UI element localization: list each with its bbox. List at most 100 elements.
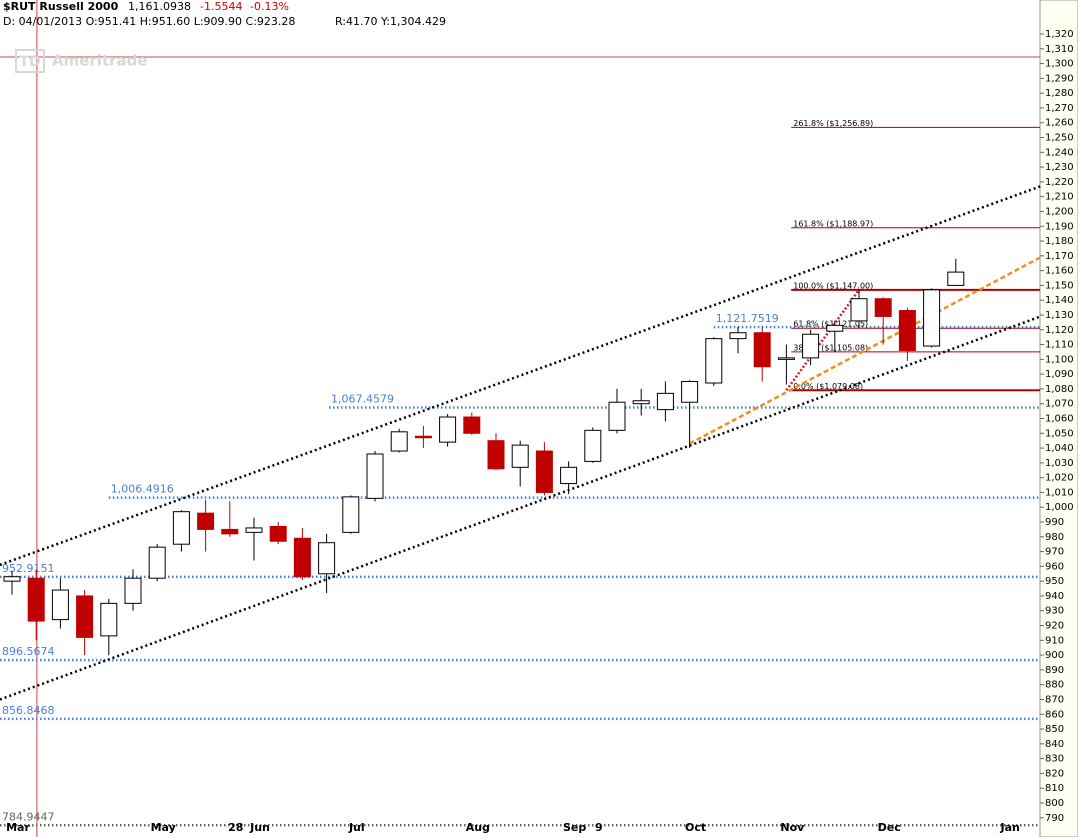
fib-label: 38.2% ($1,105.08) bbox=[793, 343, 868, 352]
candle-body bbox=[535, 450, 553, 493]
y-tick-label: 1,310 bbox=[1045, 44, 1074, 55]
candle-body bbox=[632, 400, 650, 405]
y-tick-label: 1,300 bbox=[1045, 59, 1074, 70]
x-tick-label: Jan bbox=[1000, 821, 1020, 834]
y-tick-label: 1,060 bbox=[1045, 414, 1074, 425]
y-tick-label: 1,170 bbox=[1045, 251, 1074, 262]
candle-body bbox=[511, 444, 529, 468]
candle-body bbox=[390, 431, 408, 452]
candle-body bbox=[197, 512, 215, 530]
candle-body bbox=[656, 392, 674, 411]
x-tick-label: 28 bbox=[228, 821, 243, 834]
candle-body bbox=[439, 416, 457, 443]
candle-body bbox=[245, 527, 263, 533]
y-tick-label: 1,210 bbox=[1045, 192, 1074, 203]
candle-body bbox=[729, 332, 747, 340]
y-tick-label: 1,200 bbox=[1045, 206, 1074, 217]
y-tick-label: 1,140 bbox=[1045, 295, 1074, 306]
candle-body bbox=[100, 602, 118, 637]
y-tick-label: 930 bbox=[1045, 606, 1064, 617]
y-tick-label: 820 bbox=[1045, 768, 1064, 779]
y-tick-label: 960 bbox=[1045, 561, 1064, 572]
y-tick-label: 980 bbox=[1045, 532, 1064, 543]
candle-body bbox=[608, 401, 626, 431]
candle-body bbox=[293, 537, 311, 578]
y-tick-label: 830 bbox=[1045, 754, 1064, 765]
y-tick-label: 1,260 bbox=[1045, 118, 1074, 129]
level-label: 1,121.7519 bbox=[716, 312, 779, 325]
candle-body bbox=[318, 542, 336, 575]
y-tick-label: 1,020 bbox=[1045, 473, 1074, 484]
candle-body bbox=[76, 595, 94, 638]
candle-body bbox=[777, 357, 795, 360]
plot-area bbox=[0, 0, 1040, 837]
y-tick-label: 1,080 bbox=[1045, 384, 1074, 395]
y-tick-label: 970 bbox=[1045, 547, 1064, 558]
y-tick-label: 1,180 bbox=[1045, 236, 1074, 247]
x-tick-label: Aug bbox=[466, 821, 490, 834]
y-tick-label: 1,090 bbox=[1045, 369, 1074, 380]
fib-label: 261.8% ($1,256.89) bbox=[793, 119, 873, 128]
y-tick-label: 1,040 bbox=[1045, 443, 1074, 454]
fib-label: 61.8% ($1,121.05) bbox=[793, 320, 868, 329]
y-tick-label: 920 bbox=[1045, 621, 1064, 632]
candle-body bbox=[148, 546, 166, 579]
level-label: 784.9447 bbox=[2, 810, 55, 823]
change-pct: -0.13% bbox=[250, 0, 289, 13]
y-tick-label: 1,050 bbox=[1045, 428, 1074, 439]
y-tick-label: 1,220 bbox=[1045, 177, 1074, 188]
y-tick-label: 1,290 bbox=[1045, 73, 1074, 84]
ohlc-info: D: 04/01/2013 O:951.41 H:951.60 L:909.90… bbox=[3, 15, 295, 28]
level-label: 952.9151 bbox=[2, 562, 55, 575]
x-tick-label: Dec bbox=[878, 821, 901, 834]
candle-body bbox=[947, 271, 965, 286]
y-tick-label: 1,230 bbox=[1045, 162, 1074, 173]
fib-label: 100.0% ($1,147.00) bbox=[793, 281, 873, 290]
y-tick-label: 860 bbox=[1045, 709, 1064, 720]
fib-label: 0.0% ($1,079.08) bbox=[793, 382, 863, 391]
y-tick-label: 910 bbox=[1045, 635, 1064, 646]
y-tick-label: 990 bbox=[1045, 517, 1064, 528]
y-tick-label: 840 bbox=[1045, 739, 1064, 750]
watermark: Ameritrade bbox=[52, 52, 148, 70]
candle-body bbox=[463, 416, 481, 434]
y-tick-label: 810 bbox=[1045, 783, 1064, 794]
last-price: 1,161.0938 bbox=[128, 0, 191, 13]
x-tick-label: Oct bbox=[685, 821, 706, 834]
candle-body bbox=[27, 577, 45, 622]
x-tick-label: Jul bbox=[348, 821, 365, 834]
y-tick-label: 1,100 bbox=[1045, 354, 1074, 365]
change: -1.5544 bbox=[200, 0, 242, 13]
y-tick-label: 1,130 bbox=[1045, 310, 1074, 321]
y-tick-label: 1,030 bbox=[1045, 458, 1074, 469]
y-tick-label: 1,160 bbox=[1045, 266, 1074, 277]
x-tick-label: Mar bbox=[6, 821, 30, 834]
candle-body bbox=[172, 511, 190, 545]
y-tick-label: 1,320 bbox=[1045, 29, 1074, 40]
marks: 952.9151 896.5674 856.8468 784.9447 1,006.49… bbox=[0, 0, 1042, 837]
level-label: 1,006.4916 bbox=[111, 483, 174, 496]
y-tick-label: 1,070 bbox=[1045, 399, 1074, 410]
y-tick-label: 850 bbox=[1045, 724, 1064, 735]
candle-body bbox=[826, 324, 844, 332]
level-label: 856.8468 bbox=[2, 704, 55, 717]
candle-body bbox=[3, 576, 21, 582]
y-tick-label: 1,110 bbox=[1045, 340, 1074, 351]
logo-box bbox=[15, 49, 45, 73]
y-tick-label: 870 bbox=[1045, 694, 1064, 705]
y-tick-label: 1,190 bbox=[1045, 221, 1074, 232]
title: $RUT Russell 2000 bbox=[3, 0, 119, 13]
candle-body bbox=[269, 525, 287, 542]
candle-body bbox=[753, 332, 771, 368]
candle-body bbox=[874, 298, 892, 317]
fib-label: 161.8% ($1,188.97) bbox=[793, 219, 873, 228]
y-tick-label: 1,010 bbox=[1045, 487, 1074, 498]
logo: TD bbox=[19, 54, 40, 70]
candle-body bbox=[342, 496, 360, 533]
level-label: 896.5674 bbox=[2, 645, 55, 658]
y-tick-label: 1,280 bbox=[1045, 88, 1074, 99]
y-tick-label: 890 bbox=[1045, 665, 1064, 676]
y-tick-label: 950 bbox=[1045, 576, 1064, 587]
